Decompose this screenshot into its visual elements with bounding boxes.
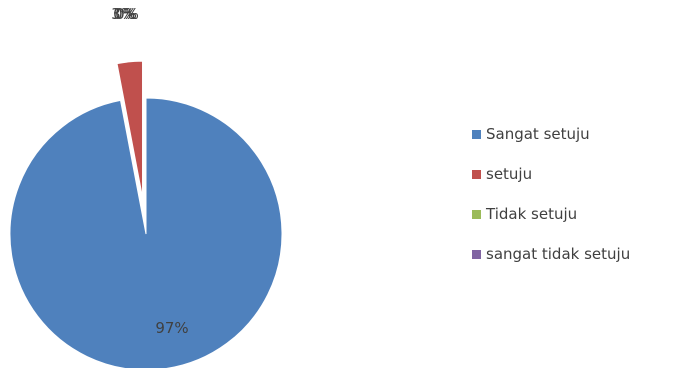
legend-label: Tidak setuju (486, 205, 578, 223)
pie-slices (9, 60, 283, 368)
data-label-setuju: 3% (111, 5, 135, 23)
data-label-tidak-setuju: 0% (113, 5, 137, 23)
pie-slice-sangat-setuju (9, 97, 283, 368)
legend-swatch (472, 209, 481, 219)
chart-legend: Sangat setuju setuju Tidak setuju sangat… (472, 124, 630, 284)
pie-data-labels: 97%3%0%0% (111, 5, 189, 337)
legend-label: Sangat setuju (486, 125, 590, 143)
pie-slice-setuju (116, 60, 144, 198)
legend-label: setuju (486, 165, 533, 183)
data-label-sangat-setuju: 97% (155, 319, 188, 337)
legend-item-tidak-setuju: Tidak setuju (472, 204, 630, 224)
legend-item-setuju: setuju (472, 164, 630, 184)
data-label-sangat-tidak-setuju: 0% (115, 5, 139, 23)
legend-item-sangat-tidak-setuju: sangat tidak setuju (472, 244, 630, 264)
legend-swatch (472, 169, 481, 179)
legend-swatch (472, 249, 481, 259)
legend-item-sangat-setuju: Sangat setuju (472, 124, 630, 144)
legend-swatch (472, 129, 481, 139)
legend-label: sangat tidak setuju (486, 245, 631, 263)
